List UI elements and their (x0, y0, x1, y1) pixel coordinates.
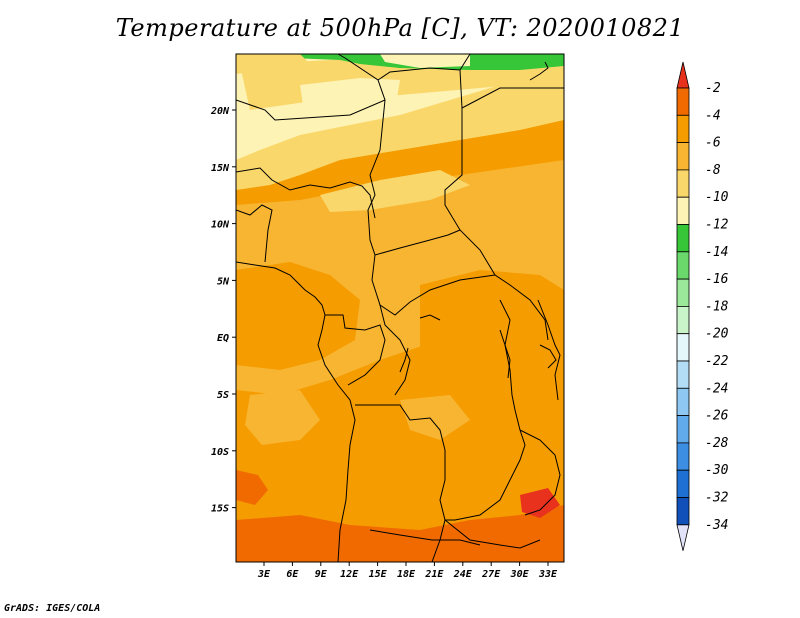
latitude-ticks: 20N 15N 10N 5N EQ 5S 10S 15S (210, 106, 236, 515)
border-lake-1 (499, 329, 511, 379)
lon-tick-label: 30E (510, 569, 530, 580)
border-north-3 (377, 54, 471, 81)
colorbar-label: -32 (705, 491, 729, 506)
colorbar: -2 -4 -6 -8 -10 -12 -14 -16 -18 -20 -22 -24 -26 -28 -3… (676, 61, 729, 551)
colorbar-label: -18 (705, 299, 729, 314)
colorbar-swatch (676, 251, 690, 280)
border-west-1 (236, 204, 273, 263)
country-borders (236, 54, 564, 562)
lon-tick-label: 9E (315, 569, 328, 580)
border-lake-2 (539, 344, 557, 369)
lat-tick-label: EQ (217, 333, 229, 344)
colorbar-label: -28 (705, 436, 729, 451)
colorbar-label: -26 (705, 409, 729, 424)
border-north-1 (236, 167, 376, 219)
border-chad-1 (367, 99, 386, 256)
lon-tick-label: 33E (538, 569, 558, 580)
colorbar-label: -14 (705, 245, 728, 260)
lat-tick-label: 5N (217, 276, 230, 287)
colorbar-label: -4 (705, 108, 721, 123)
border-congo-1 (379, 304, 411, 396)
colorbar-swatch (676, 415, 690, 444)
colorbar-swatch (676, 387, 690, 416)
temperature-field (236, 54, 564, 562)
border-south-1 (369, 529, 481, 546)
colorbar-swatch (676, 442, 690, 471)
field-coolest-cap (236, 54, 310, 74)
field-hot-spot-west (236, 470, 268, 505)
lat-tick-label: 15S (211, 504, 229, 515)
colorbar-bottom-arrow (676, 524, 690, 551)
colorbar-swatch (676, 305, 690, 335)
border-east-lake (445, 299, 526, 521)
colorbar-swatch (676, 469, 690, 498)
lon-tick-label: 18E (397, 569, 416, 580)
colorbar-swatch (676, 169, 690, 198)
border-red-sea (529, 61, 549, 81)
colorbar-swatch (676, 278, 690, 307)
colorbar-swatch (676, 114, 690, 144)
field-hot-south (236, 505, 564, 562)
colorbar-label: -22 (705, 354, 729, 369)
border-coastline (236, 261, 356, 562)
lat-tick-label: 10S (211, 447, 229, 458)
colorbar-swatch (676, 333, 690, 362)
lon-tick-label: 15E (369, 569, 388, 580)
colorbar-label: -12 (705, 218, 729, 233)
colorbar-swatch (676, 224, 690, 253)
colorbar-swatch (676, 196, 690, 225)
lat-tick-label: 20N (210, 106, 230, 117)
border-central-2 (371, 254, 496, 316)
grads-credit: GrADS: IGES/COLA (4, 603, 101, 614)
border-east-2 (519, 429, 561, 516)
colorbar-label: -34 (705, 518, 728, 533)
colorbar-top-arrow (676, 61, 690, 89)
border-lake-3 (399, 347, 409, 373)
lon-tick-label: 3E (257, 569, 271, 580)
field-warm-patch (236, 262, 360, 370)
border-zambia-1 (444, 519, 541, 549)
field-mid-south (245, 390, 320, 445)
colorbar-label: -20 (705, 327, 729, 342)
border-east-3 (537, 299, 561, 401)
map-frame (235, 53, 565, 563)
field-hot-spot-east (520, 488, 560, 518)
colorbar-label: -2 (705, 81, 721, 96)
field-coolest-cap-2 (380, 54, 470, 68)
colorbar-label: -6 (705, 136, 721, 151)
lon-tick-label: 6E (286, 569, 299, 580)
colorbar-swatch (676, 142, 690, 171)
lat-tick-label: 15N (211, 163, 230, 174)
colorbar-swatch (676, 497, 690, 526)
lon-tick-label: 21E (424, 569, 444, 580)
border-east-1 (461, 87, 564, 109)
lat-tick-label: 10N (211, 220, 230, 231)
lon-tick-label: 27E (481, 569, 501, 580)
colorbar-label: -10 (705, 190, 729, 205)
colorbar-label: -8 (705, 163, 721, 178)
lon-tick-label: 12E (340, 569, 359, 580)
border-lake-4 (419, 314, 441, 321)
map-title: Temperature at 500hPa [C], VT: 202001082… (115, 14, 685, 42)
colorbar-label: -30 (705, 463, 729, 478)
colorbar-label: -16 (705, 272, 729, 287)
border-central-1 (374, 229, 461, 256)
border-north-2 (236, 54, 386, 121)
field-coolest-blob (300, 78, 400, 125)
border-angola-1 (355, 404, 446, 562)
lon-tick-label: 24E (453, 569, 473, 580)
colorbar-label: -24 (705, 381, 728, 396)
field-cool-band-mid (320, 170, 470, 212)
field-mid-south-2 (400, 395, 470, 440)
longitude-ticks: 3E 6E 9E 12E 15E 18E 21E 24E 27E 30E 33E (257, 562, 558, 580)
border-gabon-1 (325, 314, 386, 386)
colorbar-swatch (676, 87, 690, 116)
lat-tick-label: 5S (217, 390, 229, 401)
colorbar-swatch (676, 360, 690, 389)
field-warm-patch-east (420, 270, 564, 385)
